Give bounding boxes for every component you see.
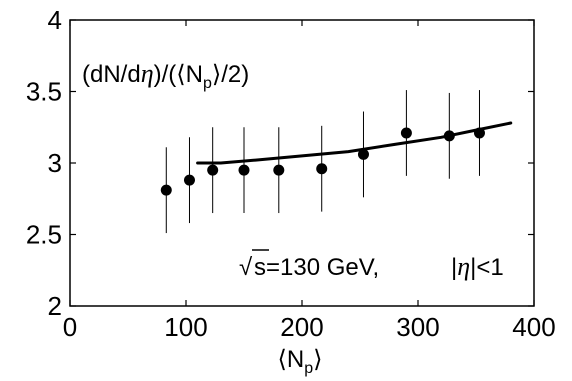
y-tick-label: 2 [48,291,62,321]
data-point [183,174,195,186]
x-axis-label: ⟨Np⟩ [278,346,323,377]
data-points [160,127,485,196]
data-point [443,130,455,142]
y-tick-label: 2.5 [26,220,62,250]
y-tick-label: 3.5 [26,77,62,107]
x-tick-label: 300 [396,312,439,342]
x-tick-label: 400 [512,312,555,342]
data-point [273,164,285,176]
data-point [238,164,250,176]
data-point [316,163,328,175]
x-tick-label: 200 [280,312,323,342]
y-quantity-annotation: (dN/dη)/(⟨Np⟩/2) [82,59,249,92]
x-tick-label: 0 [63,312,77,342]
svg-text:√: √ [239,254,253,281]
y-ticks: 2 2.5 3 3.5 4 [26,5,534,321]
data-point [473,127,485,139]
data-point [160,184,172,196]
condition-annotation: √ s=130 GeV, |η|<1 [239,249,504,281]
x-ticks: 0 100 200 300 400 [63,20,556,342]
theory-curve [196,121,513,165]
y-tick-label: 3 [48,148,62,178]
svg-text:|η|<1: |η|<1 [451,252,504,281]
y-tick-label: 4 [48,5,62,35]
line-series [196,121,513,165]
svg-text:s=130 GeV,: s=130 GeV, [254,254,379,281]
data-point [357,148,369,160]
data-point [400,127,412,139]
data-point [207,164,219,176]
x-tick-label: 100 [164,312,207,342]
